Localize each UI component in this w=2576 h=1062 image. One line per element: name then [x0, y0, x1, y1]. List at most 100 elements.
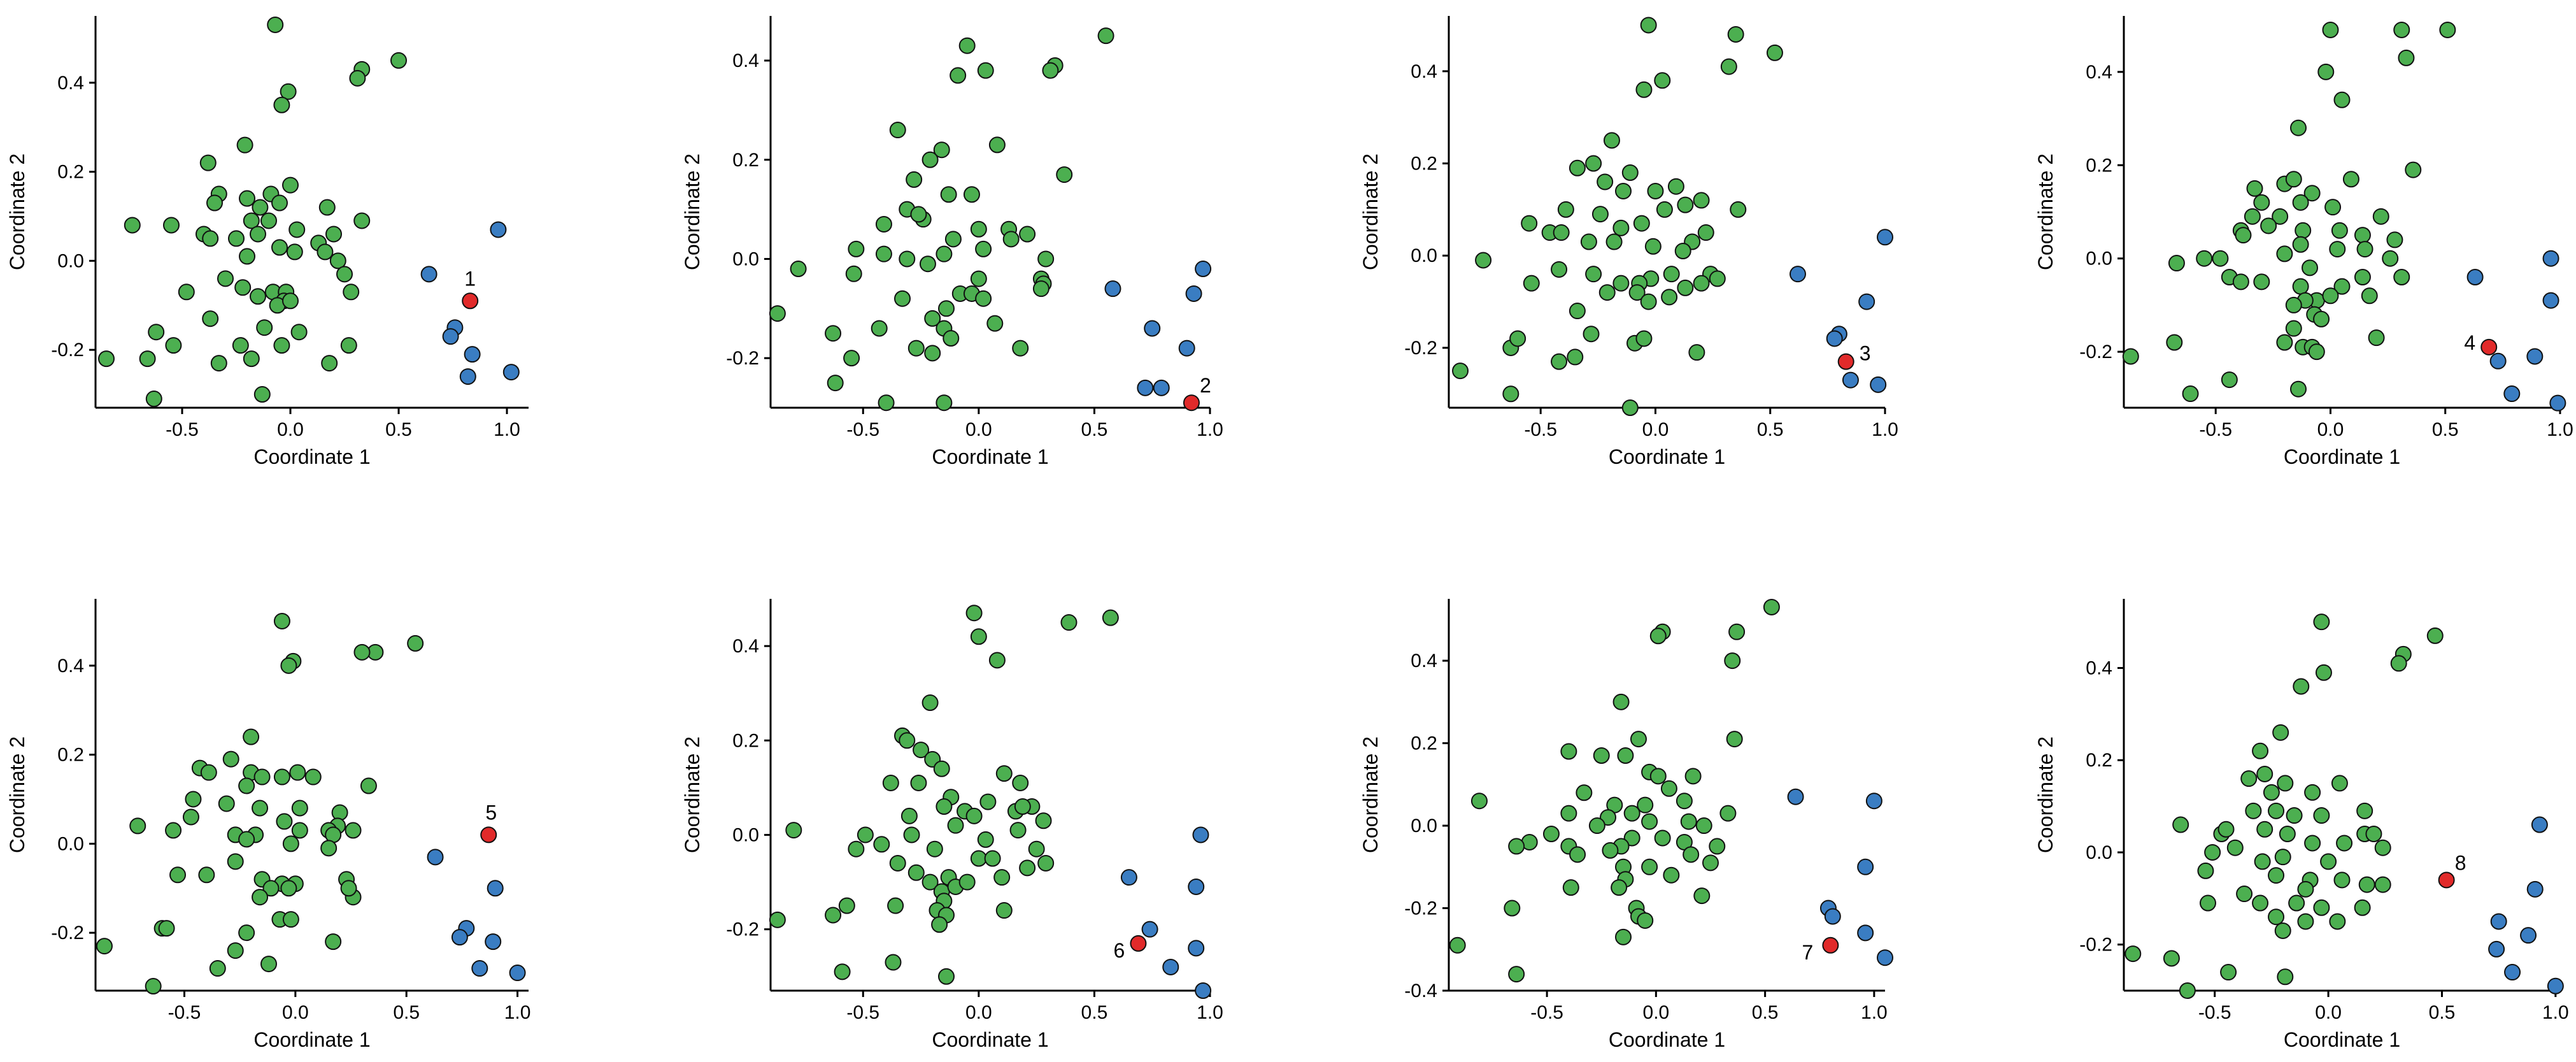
data-point-green: [250, 226, 266, 243]
data-point-green: [353, 643, 371, 661]
x-axis-title: Coordinate 1: [1609, 1028, 1725, 1051]
x-tick-label: -0.5: [166, 419, 199, 440]
data-point-green: [2356, 802, 2373, 819]
data-point-green: [2235, 227, 2252, 244]
data-point-green: [1560, 743, 1577, 760]
data-point-green: [1654, 829, 1671, 847]
data-point-green: [2212, 250, 2229, 267]
data-point-blue: [2526, 880, 2544, 898]
data-point-green: [145, 978, 162, 995]
data-point-green: [2268, 802, 2285, 819]
data-point-green: [1591, 206, 1609, 223]
data-point-green: [1521, 215, 1538, 232]
data-point-green: [271, 194, 288, 212]
y-axis-title: Coordinate 2: [1359, 154, 1382, 270]
data-point-green: [1102, 609, 1119, 626]
data-point-green: [217, 270, 234, 287]
data-point-green: [1600, 809, 1617, 826]
data-point-green: [910, 774, 927, 791]
data-point-green: [210, 355, 227, 372]
data-point-green: [878, 394, 895, 412]
data-point-green: [2277, 775, 2294, 792]
data-point-blue: [1195, 261, 1212, 278]
data-point-green: [280, 880, 297, 897]
data-point-green: [2217, 821, 2235, 838]
data-point-green: [785, 822, 802, 839]
data-point-green: [2333, 872, 2351, 889]
data-point-green: [148, 324, 165, 341]
data-point-green: [325, 933, 342, 951]
x-tick-label: 0.5: [1757, 419, 1784, 440]
data-point-green: [2286, 807, 2303, 824]
data-point-green: [1637, 912, 1654, 929]
data-point-green: [256, 319, 273, 336]
data-point-highlight: [2438, 872, 2455, 889]
data-point-green: [2253, 194, 2270, 211]
x-tick-label: 1.0: [494, 419, 520, 440]
scatter-panel-4: -0.5 0.0 0.5 1.0 -0.2 0.0 0.2 0.4 Coordinate 1 Co…: [2034, 16, 2573, 468]
y-tick-label: 0.2: [732, 730, 759, 751]
data-point-green: [2268, 908, 2285, 926]
data-point-green: [2331, 222, 2348, 239]
y-tick-label: -0.2: [2079, 341, 2112, 362]
data-point-green: [913, 742, 930, 759]
x-tick-label: -0.5: [2198, 1002, 2231, 1023]
data-point-blue: [2526, 348, 2544, 365]
data-point-green: [1623, 829, 1640, 847]
data-point-green: [894, 290, 911, 307]
data-point-green: [202, 230, 219, 247]
data-point-green: [238, 777, 255, 794]
data-point-green: [182, 808, 199, 826]
data-point-green: [165, 822, 182, 839]
data-point-green: [1598, 284, 1616, 301]
data-point-green: [1693, 192, 1710, 209]
data-point-blue: [1877, 229, 1893, 246]
y-tick-label: 0.2: [2086, 155, 2112, 176]
data-point-green: [924, 345, 941, 362]
data-point-green: [1647, 182, 1664, 199]
data-point-green: [970, 850, 987, 867]
data-point-green: [2221, 371, 2238, 389]
data-point-green: [936, 798, 953, 815]
data-point-green: [965, 605, 983, 622]
data-point-blue: [2542, 250, 2559, 267]
data-point-green: [845, 265, 862, 282]
data-point-green: [825, 325, 842, 342]
data-point-green: [1097, 27, 1114, 45]
data-point-green: [938, 968, 955, 985]
data-point-green: [291, 800, 308, 817]
x-axis-title: Coordinate 1: [2284, 1028, 2400, 1051]
data-point-green: [2365, 826, 2382, 842]
data-point-green: [1633, 215, 1650, 232]
data-point-blue: [464, 346, 481, 363]
y-axis-title: Coordinate 2: [2034, 736, 2057, 853]
data-point-green: [975, 240, 992, 257]
data-point-green: [1680, 813, 1697, 830]
data-point-green: [2313, 807, 2330, 824]
data-point-green: [178, 283, 195, 301]
data-point-green: [1684, 768, 1702, 785]
data-point-blue: [1790, 266, 1806, 283]
data-point-blue: [2549, 394, 2566, 412]
data-point-green: [938, 300, 955, 317]
y-tick-label: 0.4: [2086, 658, 2112, 679]
x-axis-title: Coordinate 1: [253, 445, 370, 468]
data-point-green: [936, 245, 953, 262]
x-tick-label: 1.0: [1872, 419, 1898, 440]
data-point-green: [2252, 894, 2269, 912]
x-tick-label: 0.0: [277, 419, 304, 440]
data-point-green: [318, 199, 336, 216]
data-point-blue: [1144, 320, 1161, 337]
data-point-green: [2342, 171, 2359, 188]
y-tick-label: -0.2: [51, 922, 84, 944]
data-point-green: [958, 37, 976, 54]
data-point-green: [919, 255, 936, 273]
data-point-green: [2245, 802, 2262, 819]
data-point-green: [1580, 233, 1597, 250]
data-point-green: [2390, 655, 2407, 672]
data-point-green: [922, 694, 939, 712]
data-point-green: [2382, 250, 2399, 267]
data-point-green: [345, 822, 362, 839]
x-tick-label: 0.0: [965, 419, 992, 440]
data-point-green: [276, 813, 293, 830]
